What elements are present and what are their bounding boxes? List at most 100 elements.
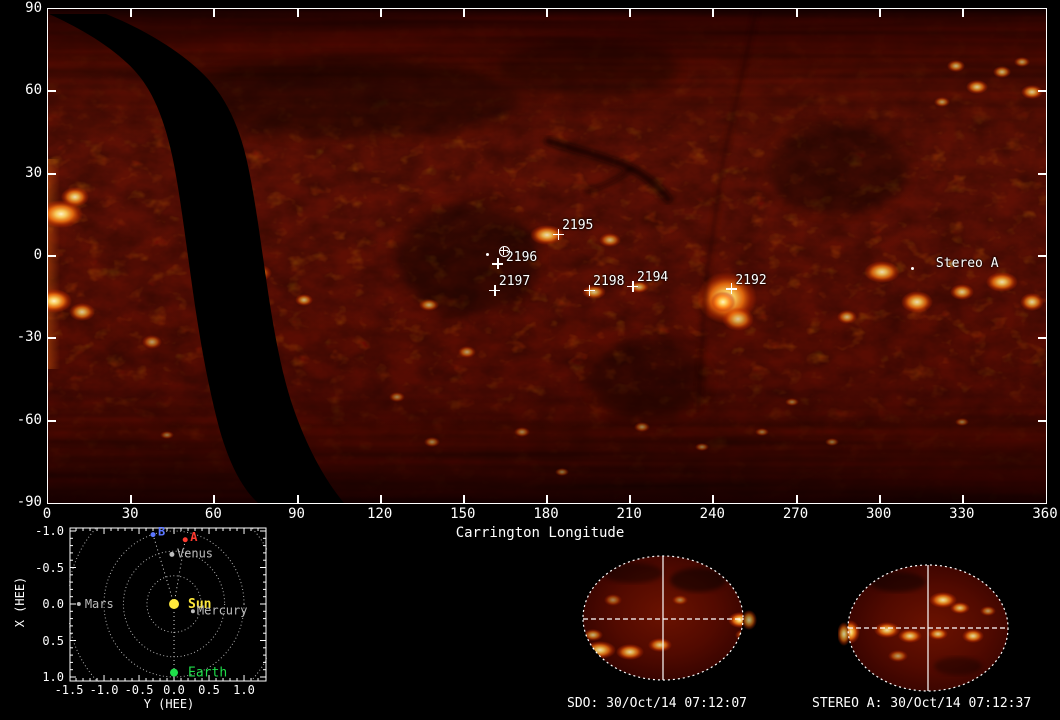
x-tick-mark [712,9,715,17]
x-tick-mark [130,495,133,503]
earth-view-center-marker [498,245,510,257]
x-tick-label: 30 [121,506,139,522]
x-tick-label: 330 [949,506,975,522]
sdo-disk-image [582,555,757,681]
active-region-label-2197: 2197 [498,274,531,290]
y-tick-label: 30 [25,164,42,181]
planet-orbit-path [146,575,202,633]
body-label-mars: Mars [85,597,114,611]
body-label-b: B [158,527,165,539]
orbit-y-tick-label: -1.0 [35,524,64,538]
x-tick-mark [213,495,216,503]
orbit-y-axis-title: X (HEE) [13,576,27,628]
active-region-label-2194: 2194 [636,270,669,286]
x-tick-mark [296,495,299,503]
x-tick-mark [546,9,548,17]
y-tick-mark [48,337,56,340]
active-region-marker-2197 [489,284,501,296]
y-tick-label: 60 [25,82,42,99]
x-tick-mark [462,495,465,503]
y-tick-mark [48,419,56,422]
y-tick-mark [1038,255,1046,257]
x-tick-mark [130,9,133,17]
body-label-a: A [190,530,198,544]
solar-map-texture [48,9,1046,503]
orbit-y-tick-label: 1.0 [42,670,64,684]
orbit-x-tick-label: -1.5 [54,683,84,697]
active-region-marker-2198 [583,284,595,296]
x-tick-mark [296,9,299,17]
orbit-x-tick-label: 0.5 [198,683,220,697]
x-tick-label: 0 [42,506,52,522]
body-dot-mars [76,602,81,606]
orbit-y-tick-label: 0.0 [42,597,64,611]
y-tick-mark [1038,172,1046,175]
x-tick-mark [546,495,548,503]
x-tick-label: 150 [450,506,476,522]
x-tick-label: 90 [288,506,305,522]
x-tick-mark [795,9,798,17]
y-tick-mark [48,255,56,257]
active-region-label-2196: 2196 [505,249,538,265]
x-tick-mark [629,9,632,17]
y-tick-label: -60 [16,411,42,428]
x-tick-label: 270 [782,506,809,522]
x-tick-mark [379,9,382,17]
x-tick-mark [462,9,465,17]
x-tick-mark [878,9,881,17]
x-tick-label: 210 [616,506,642,522]
x-tick-mark [712,495,715,503]
active-region-label-2192: 2192 [735,272,767,288]
body-label-mercury: Mercury [197,603,248,617]
x-axis-title: Carrington Longitude [455,525,625,541]
y-tick-mark [48,172,56,175]
body-label-earth: Earth [188,666,227,681]
stereo-a-caption: STEREO A: 30/Oct/14 07:12:37 [812,696,1032,711]
orbit-y-tick-label: 0.5 [42,633,64,648]
data-gap-wedge [49,14,344,503]
active-region-label-2195: 2195 [562,218,594,234]
body-label-sun: Sun [188,597,211,612]
x-tick-mark [213,9,216,17]
small-dot-marker [486,253,490,257]
y-tick-label: -90 [16,494,42,510]
stereo-a-disk-image [838,564,1009,692]
body-label-venus: Venus [177,546,213,560]
y-tick-mark [1038,90,1046,93]
orbit-y-tick-label: -0.5 [35,560,64,575]
x-tick-mark [961,495,964,503]
stereo-a-position-dot [911,267,915,271]
x-tick-label: 120 [367,506,393,522]
body-dot-earth [170,668,179,677]
body-dot-venus [169,551,175,557]
x-tick-mark [795,495,798,503]
orbit-x-tick-label: 0.0 [163,683,185,697]
orbit-plot-frame [69,527,267,682]
active-region-marker-2195 [552,228,564,240]
x-tick-label: 240 [699,506,725,522]
body-dot-sun [169,599,180,609]
x-tick-mark [878,495,881,503]
active-region-label-2198: 2198 [593,274,625,290]
x-tick-label: 60 [204,506,222,522]
active-region-marker-2194 [627,280,639,292]
x-tick-label: 300 [866,506,892,522]
sdo-caption: SDO: 30/Oct/14 07:12:07 [567,696,748,711]
y-tick-label: 0 [33,247,42,263]
orbit-x-tick-label: -1.0 [89,683,119,697]
active-region-marker-2196 [492,258,504,270]
body-dot-mercury [190,609,195,614]
x-tick-mark [379,495,382,503]
x-tick-mark [961,9,964,17]
body-dot-b [150,532,156,538]
orbit-x-axis-title: Y (HEE) [143,697,195,711]
carrington-map: 2195 2196 2197 2198 2194 2192 Stereo A [47,8,1047,504]
orbit-x-tick-label: -0.5 [124,683,154,697]
y-tick-mark [1038,419,1046,422]
planet-orbit-path [103,530,245,678]
body-dot-a [182,537,188,543]
y-tick-label: 90 [25,0,42,16]
y-tick-mark [48,90,56,93]
